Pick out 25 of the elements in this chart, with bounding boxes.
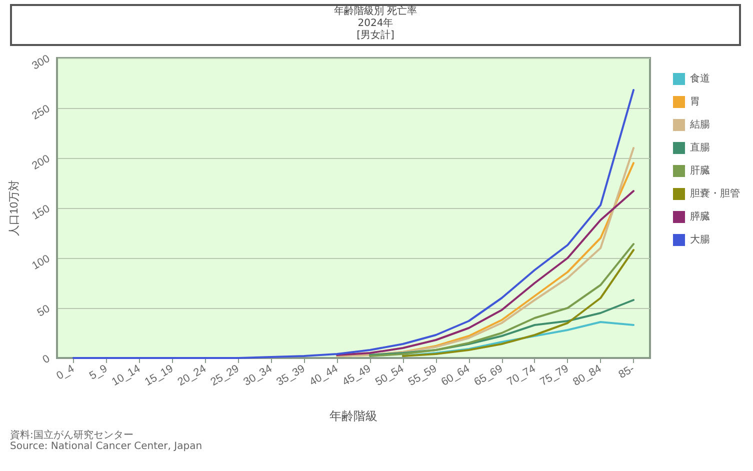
legend-label: 胃	[690, 96, 700, 108]
y-tick-label: 150	[30, 202, 52, 222]
x-axis-title: 年齢階級	[330, 409, 378, 423]
legend-label: 肝臓	[690, 164, 710, 176]
legend-label: 大腸	[690, 234, 710, 246]
y-tick-label: 0	[40, 352, 52, 366]
y-tick-label: 50	[35, 302, 52, 320]
legend-label: 食道	[690, 72, 710, 84]
title-frame: 年齢階級別 死亡率 2024年 [男女計]	[10, 4, 741, 46]
source-note: Source: National Cancer Center, Japan	[10, 441, 202, 452]
legend-label: 直腸	[690, 142, 710, 154]
x-tick-label: 5_9	[88, 362, 110, 382]
legend-label: 膵臓	[690, 210, 710, 222]
chart-subtitle: 2024年 [男女計]	[356, 18, 396, 42]
y-tick-label: 200	[30, 152, 52, 172]
y-tick-label: 100	[30, 252, 52, 272]
chart-title: 年齢階級別 死亡率	[332, 6, 418, 18]
legend-label: 結腸	[689, 120, 710, 130]
x-tick-label: 85-	[616, 362, 637, 382]
legend-label: 胆嚢・胆管	[690, 188, 740, 200]
x-tick-label: 0_4	[54, 362, 76, 382]
y-tick-label: 300	[30, 52, 52, 72]
y-tick-label: 250	[30, 102, 52, 122]
text: 資料:国立がん研究センター	[10, 430, 134, 441]
y-axis-title: 人口10万対	[7, 180, 20, 236]
